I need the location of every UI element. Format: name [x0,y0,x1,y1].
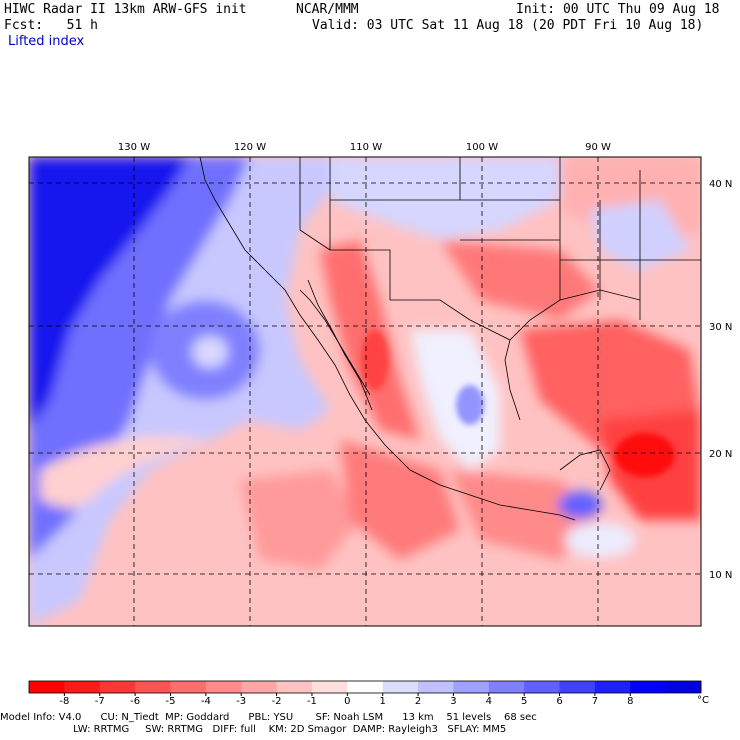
colorbar-tick-label: -8 [59,696,69,707]
lat-label: 40 N [709,179,732,190]
lat-label: 20 N [709,449,732,460]
org-label: NCAR/MMM [296,2,359,17]
lat-lon-grid [29,157,701,626]
colorbar-tick-label: 1 [379,696,385,707]
colorbar-swatch [241,681,278,693]
colorbar-tick-label: 4 [486,696,492,707]
lon-label: 90 W [585,142,611,153]
colorbar-swatch [453,681,490,693]
colorbar-swatch [29,681,65,693]
colorbar-swatch [488,681,525,693]
forecast-hour: Fcst: 51 h [4,18,98,33]
colorbar-swatch [665,681,702,693]
colorbar-tick-label: -7 [95,696,105,707]
colorbar-swatch [418,681,454,693]
lon-label: 100 W [466,142,498,153]
colorbar-tick-label: -1 [307,696,317,707]
colorbar-tick-label: 2 [415,696,421,707]
colorbar-tick-label: 5 [521,696,527,707]
colorbar-swatch [99,681,136,693]
colorbar-tick-label: 7 [592,696,598,707]
colorbar-swatch [276,681,313,693]
colorbar-tick-label: -5 [165,696,175,707]
field-name: Lifted index [8,34,85,49]
colorbar-swatch [64,681,101,693]
colorbar-tick-label: -4 [201,696,211,707]
lat-label: 10 N [709,570,732,581]
colorbar-tick-label: 8 [627,696,633,707]
model-info-line1: Model Info: V4.0 CU: N_Tiedt MP: Goddard… [0,712,537,723]
colorbar-tick-label: 0 [344,696,350,707]
colorbar-swatch [205,681,242,693]
colorbar-unit: °C [697,695,709,706]
colorbar-swatch [347,681,384,693]
lon-label: 130 W [118,142,150,153]
map-frame [28,156,702,627]
colorbar-swatch [170,681,207,693]
model-title: HIWC Radar II 13km ARW-GFS init [4,2,247,17]
colorbar-swatch [311,681,348,693]
colorbar: -8 -7 -6 -5 -4 -3 -2 -1 0 1 2 3 4 5 6 7 8 [28,680,702,707]
colorbar-tick-label: -3 [236,696,246,707]
colorbar-swatch [524,681,561,693]
lon-label: 120 W [234,142,266,153]
valid-time: Valid: 03 UTC Sat 11 Aug 18 (20 PDT Fri … [312,18,704,33]
colorbar-tick-label: -2 [272,696,282,707]
coastlines [199,157,701,521]
colorbar-frame [28,680,702,694]
init-time: Init: 00 UTC Thu 09 Aug 18 [516,2,720,17]
colorbar-swatch [559,681,596,693]
colorbar-swatch [594,681,631,693]
colorbar-tick-label: 3 [450,696,456,707]
colorbar-tick-label: -6 [130,696,140,707]
lat-label: 30 N [709,322,732,333]
model-info-line2: LW: RRTMG SW: RRTMG DIFF: full KM: 2D Sm… [0,724,507,735]
colorbar-swatch [382,681,419,693]
lon-label: 110 W [350,142,382,153]
colorbar-swatch [135,681,171,693]
colorbar-swatch [630,681,667,693]
colorbar-tick-label: 6 [556,696,562,707]
